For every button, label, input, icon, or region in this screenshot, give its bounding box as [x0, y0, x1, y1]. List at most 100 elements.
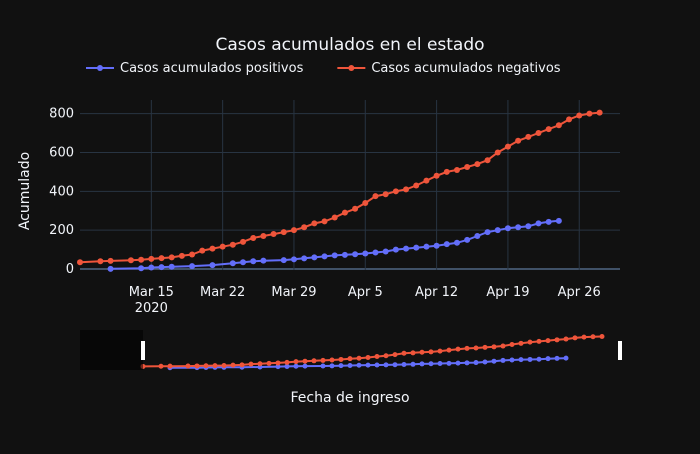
casos-acumulados-negativos-overview-point: [302, 358, 308, 364]
range-slider-handle-right: [618, 341, 622, 360]
x-tick-label: Apr 5: [348, 285, 383, 300]
casos-acumulados-negativos-overview-point: [338, 356, 344, 362]
casos-acumulados-negativos-point: [362, 199, 369, 206]
range-slider[interactable]: [80, 330, 622, 371]
casos-acumulados-negativos-overview-point: [257, 361, 263, 367]
casos-acumulados-positivos-overview-point: [419, 361, 425, 367]
casos-acumulados-negativos-overview-point: [527, 339, 533, 345]
casos-acumulados-negativos-point: [372, 193, 379, 200]
casos-acumulados-negativos-overview-point: [329, 357, 335, 363]
plot-area[interactable]: [77, 109, 603, 272]
casos-acumulados-positivos-point: [158, 264, 165, 271]
casos-acumulados-positivos-overview-point: [473, 360, 479, 366]
casos-acumulados-negativos-point: [301, 224, 308, 231]
casos-acumulados-negativos-overview-point: [392, 352, 398, 358]
casos-acumulados-negativos-overview-point: [167, 363, 173, 369]
casos-acumulados-negativos-overview-point: [275, 360, 281, 366]
casos-acumulados-positivos-point: [280, 257, 287, 264]
casos-acumulados-negativos-overview-point: [410, 350, 416, 356]
casos-acumulados-negativos-overview-point: [590, 334, 596, 340]
casos-acumulados-positivos-point: [148, 264, 155, 271]
casos-acumulados-positivos-overview-point: [302, 363, 308, 369]
casos-acumulados-negativos-point: [453, 166, 460, 173]
casos-acumulados-negativos-point: [464, 164, 471, 171]
casos-acumulados-negativos-point: [97, 258, 104, 265]
range-slider-handle-left: [141, 341, 145, 360]
casos-acumulados-positivos-overview-point: [545, 356, 551, 362]
casos-acumulados-positivos-point: [240, 259, 247, 266]
casos-acumulados-positivos-overview-point: [320, 363, 326, 369]
casos-acumulados-negativos-point: [403, 186, 410, 193]
casos-acumulados-positivos-overview-point: [500, 357, 506, 363]
casos-acumulados-negativos-overview-point: [536, 338, 542, 344]
casos-acumulados-negativos-point: [107, 257, 114, 264]
casos-acumulados-positivos-point: [290, 256, 297, 263]
casos-acumulados-positivos-overview-point: [275, 364, 281, 370]
casos-acumulados-negativos-overview-point: [203, 363, 209, 369]
casos-acumulados-negativos-overview-point: [194, 363, 200, 369]
casos-acumulados-negativos-overview-point: [437, 348, 443, 354]
casos-acumulados-positivos-overview-point: [338, 363, 344, 369]
y-tick-label: 0: [66, 262, 74, 277]
casos-acumulados-positivos-point: [504, 225, 511, 232]
legend[interactable]: Casos acumulados positivos Casos acumulad…: [86, 61, 561, 76]
casos-acumulados-positivos-overview-point: [293, 363, 299, 369]
casos-acumulados-negativos-overview-point: [464, 345, 470, 351]
casos-acumulados-positivos-overview-point: [365, 362, 371, 368]
casos-acumulados-negativos-overview-point: [266, 360, 272, 366]
casos-acumulados-positivos-overview-point: [329, 363, 335, 369]
y-tick-label: 600: [49, 145, 74, 160]
casos-acumulados-positivos-overview-point: [563, 355, 569, 361]
y-axis: 0 200 400 600 800: [49, 107, 74, 277]
casos-acumulados-positivos-overview-point: [347, 362, 353, 368]
x-tick-label: Apr 26: [558, 285, 601, 300]
x-tick-label: Mar 15: [129, 285, 174, 300]
casos-acumulados-positivos-point: [341, 251, 348, 258]
casos-acumulados-positivos-point: [443, 241, 450, 248]
casos-acumulados-negativos-overview-point: [581, 334, 587, 340]
casos-acumulados-negativos-point: [525, 133, 532, 140]
casos-acumulados-positivos-overview-point: [428, 361, 434, 367]
casos-acumulados-positivos-overview-point: [374, 362, 380, 368]
casos-acumulados-positivos-overview-point: [554, 355, 560, 361]
casos-acumulados-negativos-overview-point: [401, 350, 407, 356]
casos-acumulados-negativos-point: [199, 247, 206, 254]
casos-acumulados-negativos-point: [168, 254, 175, 261]
casos-acumulados-negativos-overview-point: [347, 356, 353, 362]
casos-acumulados-negativos-overview-point: [545, 338, 551, 344]
casos-acumulados-negativos-point: [158, 255, 165, 262]
x-tick-label: Mar 29: [271, 285, 316, 300]
casos-acumulados-positivos-point: [250, 258, 257, 265]
x-tick-sublabel: 2020: [135, 301, 168, 316]
casos-acumulados-positivos-point: [138, 265, 145, 272]
casos-acumulados-negativos-point: [341, 209, 348, 216]
casos-acumulados-negativos-overview-point: [482, 344, 488, 350]
casos-acumulados-negativos-point: [77, 259, 83, 266]
casos-acumulados-negativos-overview-point: [383, 353, 389, 359]
y-axis-title: Acumulado: [17, 152, 33, 230]
casos-acumulados-negativos-point: [189, 251, 196, 258]
casos-acumulados-negativos-overview-point: [491, 344, 497, 350]
casos-acumulados-negativos-point: [250, 234, 257, 241]
casos-acumulados-positivos-point: [555, 217, 562, 224]
casos-acumulados-negativos-point: [576, 112, 583, 119]
casos-acumulados-negativos-point: [443, 168, 450, 175]
casos-acumulados-negativos-point: [555, 122, 562, 129]
casos-acumulados-negativos-point: [138, 256, 145, 263]
casos-acumulados-positivos-point: [362, 250, 369, 257]
casos-acumulados-positivos-point: [413, 244, 420, 251]
casos-acumulados-negativos-point: [219, 243, 226, 250]
casos-acumulados-positivos-overview-point: [392, 362, 398, 368]
casos-acumulados-negativos-point: [504, 143, 511, 150]
casos-acumulados-negativos-point: [596, 109, 603, 116]
casos-acumulados-positivos-overview-point: [509, 357, 515, 363]
y-tick-label: 400: [49, 184, 74, 199]
casos-acumulados-positivos-point: [392, 246, 399, 253]
x-axis-title: Fecha de ingreso: [290, 390, 409, 406]
casos-acumulados-positivos-overview-point: [455, 360, 461, 366]
casos-acumulados-negativos-overview-point: [284, 359, 290, 365]
casos-acumulados-positivos-point: [545, 218, 552, 225]
casos-acumulados-negativos-overview-point: [320, 357, 326, 363]
casos-acumulados-negativos-point: [280, 229, 287, 236]
